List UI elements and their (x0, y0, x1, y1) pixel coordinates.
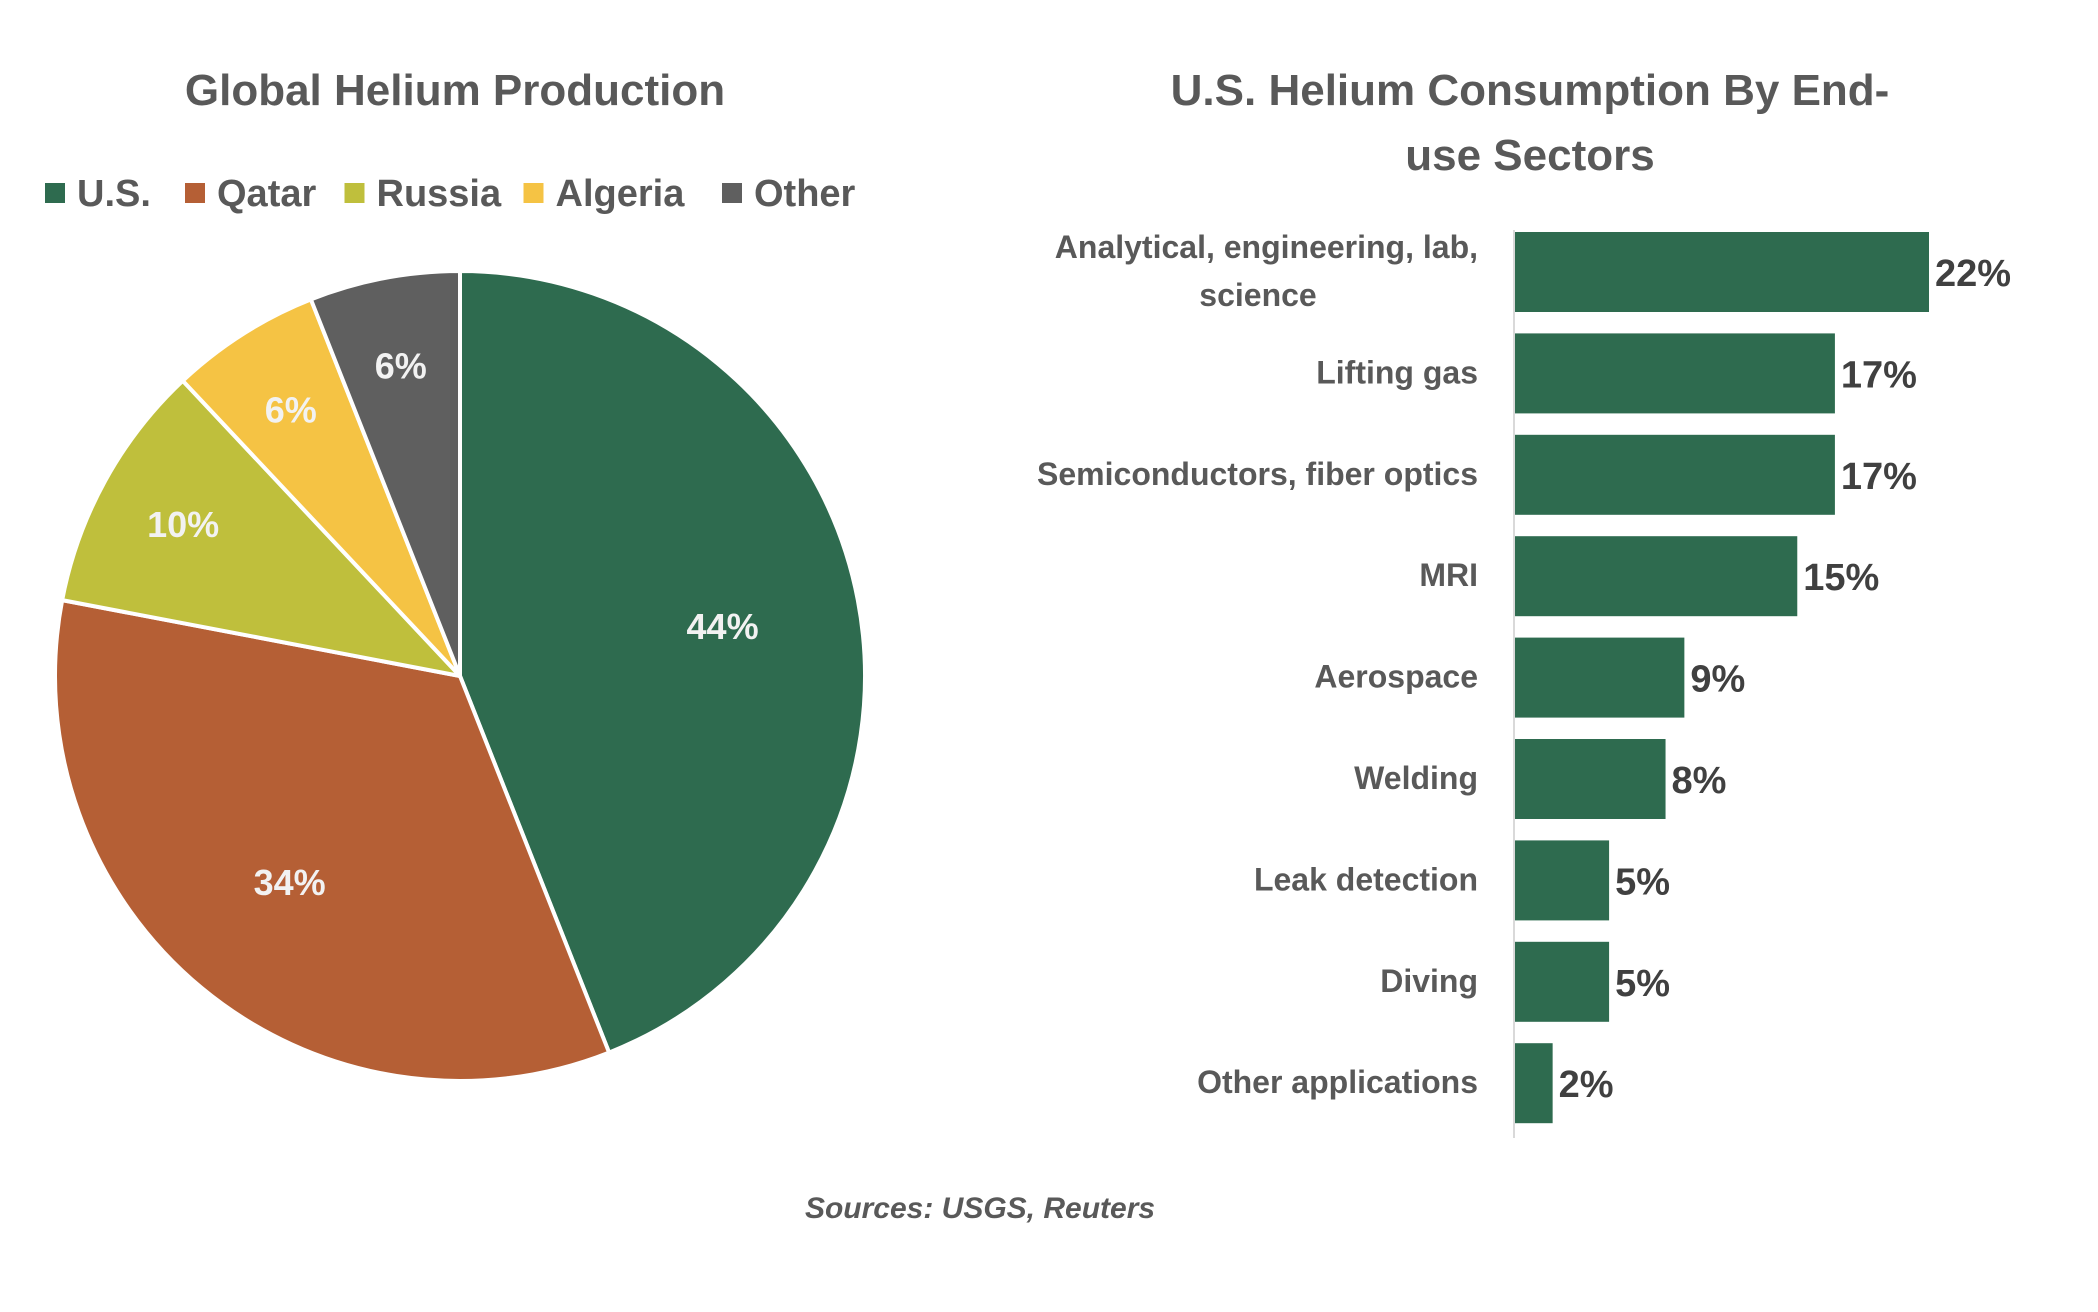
category-label-lifting-gas: Lifting gas (1316, 354, 1478, 390)
pie-labels: 44% 34% 10% 6% 6% (147, 346, 758, 903)
bar-value-analytical-engineering-lab-science: 22% (1935, 253, 2011, 295)
category-label-aerospace: Aerospace (1314, 659, 1478, 695)
legend-label-u-s: U.S. (77, 173, 151, 215)
bar-mri (1515, 536, 1798, 617)
bar-value-welding: 8% (1672, 760, 1727, 802)
pie-slice-u-s (458, 269, 867, 1055)
legend-label-russia: Russia (377, 173, 502, 215)
pie-slice-algeria (180, 297, 462, 678)
category-label-mri: MRI (1419, 557, 1478, 593)
bar-diving (1515, 941, 1610, 1022)
legend-label-algeria: Algeria (556, 173, 686, 215)
pie-chart-title: Global Helium Production (185, 66, 725, 115)
legend-label-qatar: Qatar (217, 173, 316, 215)
pie-label-u-s: 44% (687, 606, 759, 647)
pie-slice-qatar (53, 598, 612, 1083)
pie-label-qatar: 34% (254, 862, 326, 903)
bar-value-semiconductors-fiber-optics: 17% (1841, 456, 1917, 498)
pie-slices (53, 269, 867, 1083)
source-note: Sources: USGS, Reuters (805, 1192, 1155, 1225)
pie-legend: U.S. Qatar Russia Algeria Other (45, 173, 856, 215)
pie-slice-russia (60, 378, 462, 678)
legend-swatch-qatar (185, 183, 205, 203)
bar-value-other-applications: 2% (1559, 1064, 1614, 1106)
bar-lifting-gas (1515, 333, 1835, 414)
category-label-other-applications: Other applications (1197, 1064, 1478, 1100)
category-label-welding: Welding (1354, 760, 1478, 796)
bar-chart: U.S. Helium Consumption By End- use Sect… (1037, 66, 2011, 1138)
bar-value-leak-detection: 5% (1615, 861, 1670, 903)
legend-swatch-russia (344, 183, 365, 203)
legend-swatch-u-s (45, 183, 65, 203)
pie-chart: Global Helium Production U.S. Qatar Russia… (45, 66, 867, 1083)
legend-label-other: Other (754, 173, 856, 215)
legend-swatch-algeria (523, 183, 544, 203)
bar-value-lifting-gas: 17% (1841, 354, 1917, 396)
category-label-analytical-engineering-lab-science-line-2: science (1199, 277, 1316, 313)
bar-value-aerospace: 9% (1690, 659, 1745, 701)
bar-value-mri: 15% (1803, 557, 1879, 599)
legend-swatch-other (722, 183, 742, 203)
pie-label-russia: 10% (147, 504, 219, 545)
bar-other-applications (1515, 1043, 1553, 1124)
pie-slice-other (308, 269, 462, 678)
category-label-analytical-engineering-lab-science-line-1: Analytical, engineering, lab, (1055, 229, 1478, 265)
bar-marks: 22% Analytical, engineering, lab, science 1… (1037, 229, 2011, 1124)
bar-chart-title-line-2: use Sectors (1405, 131, 1654, 180)
category-label-semiconductors-fiber-optics: Semiconductors, fiber optics (1037, 456, 1478, 492)
bar-value-diving: 5% (1615, 963, 1670, 1005)
bar-analytical-engineering-lab-science (1515, 232, 1929, 312)
bar-semiconductors-fiber-optics (1515, 434, 1835, 515)
category-label-diving: Diving (1380, 963, 1478, 999)
bar-chart-title-line-1: U.S. Helium Consumption By End- (1171, 66, 1890, 115)
bar-welding (1515, 739, 1666, 819)
pie-label-other: 6% (375, 346, 427, 387)
bar-aerospace (1515, 637, 1685, 718)
bar-leak-detection (1515, 840, 1610, 921)
pie-label-algeria: 6% (265, 389, 317, 430)
category-label-leak-detection: Leak detection (1254, 861, 1478, 897)
